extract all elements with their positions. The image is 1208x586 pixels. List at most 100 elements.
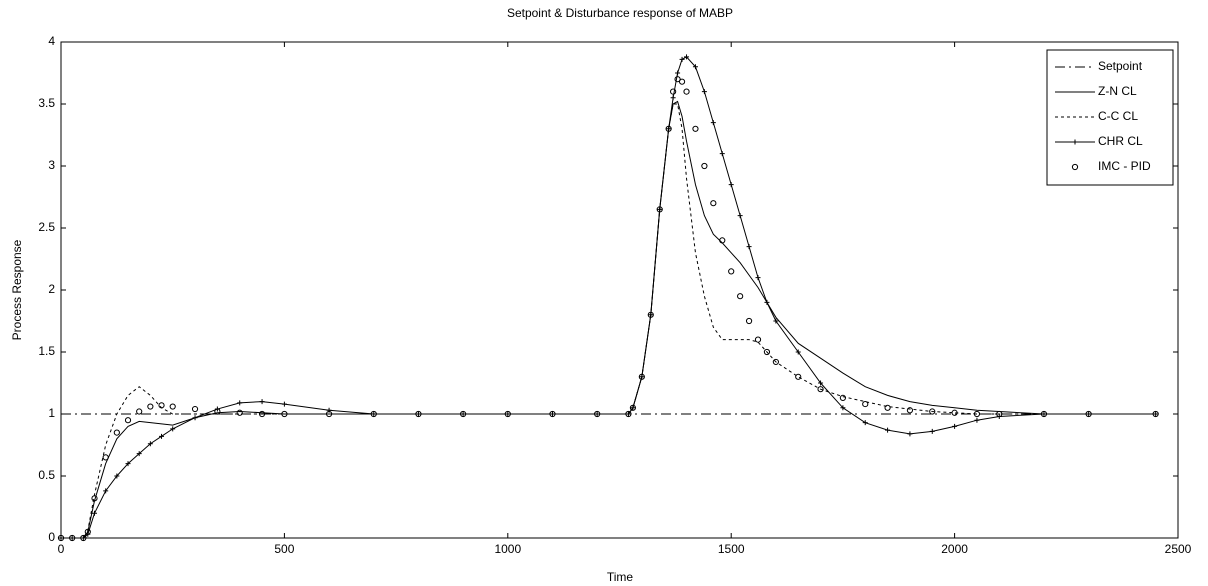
point-marker [169, 403, 176, 410]
point-marker [84, 528, 91, 535]
point-marker [1040, 410, 1048, 418]
point-marker [281, 401, 287, 407]
point-marker [124, 417, 132, 424]
point-marker [629, 404, 637, 411]
x-tick-label: 500 [274, 542, 294, 556]
point-marker [862, 400, 869, 408]
y-tick-label: 3 [48, 158, 55, 172]
chart-title: Setpoint & Disturbance response of MABP [507, 6, 733, 20]
point-marker [817, 386, 824, 393]
x-tick-label: 2000 [941, 542, 968, 556]
point-marker [1041, 411, 1047, 417]
point-marker [665, 125, 672, 132]
point-marker [764, 299, 770, 305]
point-marker [1153, 411, 1159, 417]
point-marker [701, 89, 707, 95]
point-marker [906, 407, 914, 414]
point-marker [795, 349, 801, 355]
point-marker [638, 373, 645, 380]
point-marker [91, 495, 98, 502]
point-marker [692, 125, 699, 132]
point-marker [684, 54, 690, 60]
point-marker [258, 410, 266, 418]
point-marker [236, 409, 243, 416]
point-marker [647, 311, 654, 318]
point-marker [884, 404, 891, 411]
point-marker [504, 410, 511, 418]
point-marker [719, 151, 725, 157]
point-marker [102, 454, 109, 461]
legend-marker [1072, 139, 1078, 145]
plot-frame [60, 41, 1179, 539]
point-marker [974, 417, 980, 423]
point-marker [773, 318, 779, 324]
x-tick-label: 0 [58, 542, 65, 556]
point-marker [683, 88, 690, 95]
legend-label: CHR CL [1098, 134, 1143, 148]
x-tick-label: 2500 [1165, 542, 1192, 556]
point-marker [594, 411, 600, 417]
point-marker [237, 400, 243, 406]
y-tick-label: 1 [48, 406, 55, 420]
point-marker [214, 408, 221, 415]
point-marker [973, 410, 981, 418]
point-marker [460, 410, 467, 418]
point-marker [281, 410, 288, 418]
point-marker [639, 374, 645, 380]
point-marker [754, 336, 762, 343]
point-marker [147, 441, 153, 447]
point-marker [710, 200, 717, 207]
point-marker [103, 488, 109, 494]
point-marker [952, 423, 958, 429]
point-marker [907, 431, 913, 437]
point-marker [675, 70, 681, 76]
point-marker [114, 473, 120, 479]
point-marker [1085, 410, 1092, 418]
y-tick-label: 2.5 [38, 220, 55, 234]
point-marker [710, 120, 716, 126]
point-marker [415, 411, 421, 417]
point-marker [136, 451, 142, 457]
point-marker [648, 312, 654, 318]
legend-label: Z-N CL [1098, 84, 1137, 98]
point-marker [737, 293, 744, 300]
point-marker [719, 237, 726, 244]
point-marker [929, 428, 935, 434]
point-marker [818, 380, 824, 386]
y-tick-label: 3.5 [38, 96, 55, 110]
point-marker [737, 213, 743, 219]
point-marker [670, 88, 677, 95]
point-marker [840, 405, 846, 411]
point-marker [728, 268, 735, 275]
point-marker [370, 410, 377, 418]
point-marker [58, 535, 64, 541]
point-marker [745, 317, 753, 325]
point-marker [625, 411, 631, 417]
point-marker [630, 405, 636, 411]
point-marker [678, 78, 686, 85]
point-marker [325, 410, 333, 418]
point-marker [772, 358, 779, 366]
point-marker [670, 95, 676, 101]
point-marker [885, 427, 891, 433]
legend-label: Setpoint [1098, 59, 1143, 73]
point-marker [170, 426, 176, 432]
point-marker [80, 534, 87, 542]
series-line [61, 103, 1156, 539]
point-marker [728, 182, 734, 188]
point-marker [460, 411, 466, 417]
y-tick-label: 0 [48, 530, 55, 544]
x-tick-label: 1500 [718, 542, 745, 556]
point-marker [549, 410, 556, 418]
y-tick-label: 1.5 [38, 344, 55, 358]
point-marker [549, 411, 555, 417]
legend-label: IMC - PID [1098, 159, 1151, 173]
x-axis-label: Time [607, 570, 634, 584]
point-marker [929, 408, 936, 415]
point-marker [371, 411, 377, 417]
point-marker [136, 408, 143, 415]
point-marker [862, 420, 868, 426]
legend-label: C-C CL [1098, 109, 1138, 123]
series-line [61, 56, 1156, 539]
